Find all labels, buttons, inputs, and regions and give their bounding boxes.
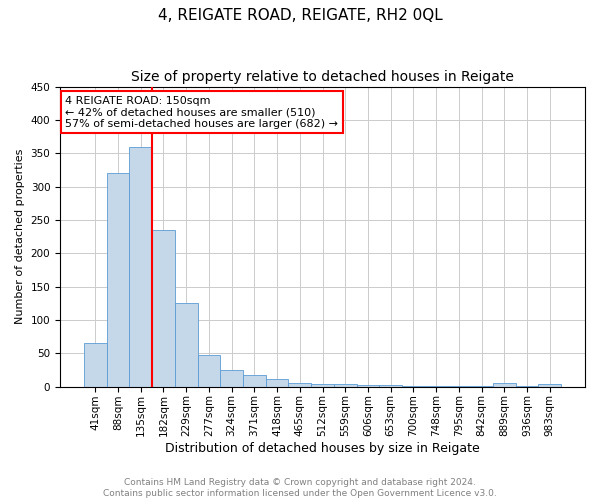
- Bar: [538, 384, 561, 386]
- Text: 4, REIGATE ROAD, REIGATE, RH2 0QL: 4, REIGATE ROAD, REIGATE, RH2 0QL: [158, 8, 442, 22]
- Bar: [289, 384, 311, 386]
- Bar: [130, 146, 152, 386]
- Bar: [84, 344, 107, 386]
- Text: Contains HM Land Registry data © Crown copyright and database right 2024.
Contai: Contains HM Land Registry data © Crown c…: [103, 478, 497, 498]
- Title: Size of property relative to detached houses in Reigate: Size of property relative to detached ho…: [131, 70, 514, 84]
- Bar: [152, 230, 175, 386]
- Bar: [107, 174, 130, 386]
- Bar: [334, 384, 356, 386]
- Text: 4 REIGATE ROAD: 150sqm
← 42% of detached houses are smaller (510)
57% of semi-de: 4 REIGATE ROAD: 150sqm ← 42% of detached…: [65, 96, 338, 129]
- Bar: [243, 374, 266, 386]
- X-axis label: Distribution of detached houses by size in Reigate: Distribution of detached houses by size …: [165, 442, 480, 455]
- Bar: [379, 384, 402, 386]
- Bar: [220, 370, 243, 386]
- Y-axis label: Number of detached properties: Number of detached properties: [15, 149, 25, 324]
- Bar: [175, 304, 197, 386]
- Bar: [311, 384, 334, 386]
- Bar: [493, 384, 515, 386]
- Bar: [197, 356, 220, 386]
- Bar: [266, 378, 289, 386]
